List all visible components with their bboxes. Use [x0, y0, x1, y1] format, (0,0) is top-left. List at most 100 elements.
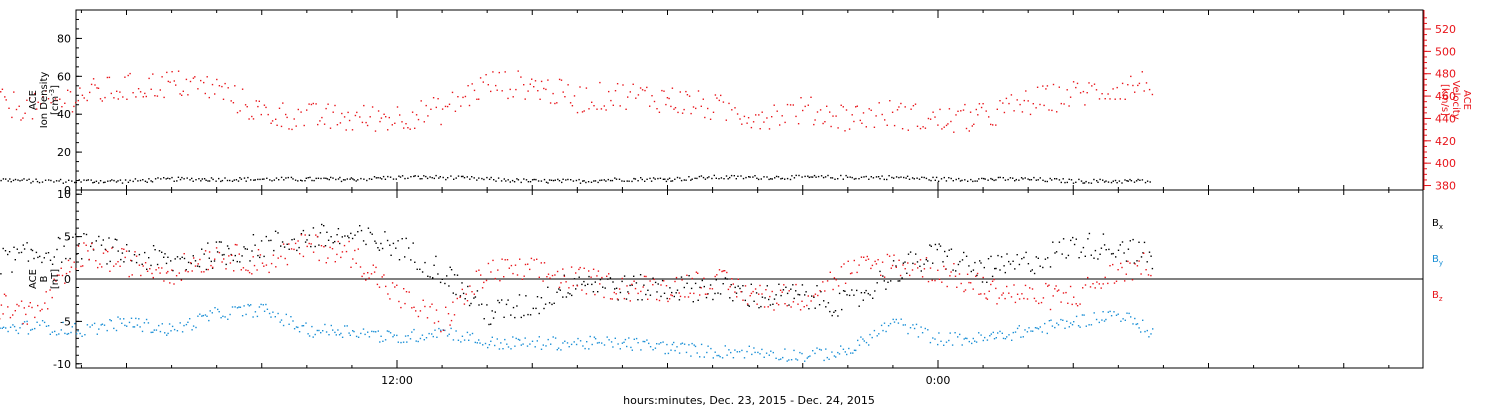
- by-point: [883, 322, 886, 324]
- velocity-point: [495, 84, 497, 87]
- bz-point: [459, 296, 461, 298]
- velocity-point: [901, 128, 904, 130]
- density-point: [740, 175, 742, 177]
- by-point: [517, 338, 520, 341]
- velocity-point: [192, 77, 195, 79]
- bz-point: [1113, 282, 1116, 284]
- by-point: [440, 329, 442, 331]
- bz-point: [1134, 263, 1136, 265]
- density-point: [17, 179, 19, 181]
- velocity-point: [845, 109, 848, 111]
- bz-point: [883, 276, 886, 278]
- bx-point: [69, 257, 71, 260]
- density-point: [507, 179, 509, 181]
- by-point: [726, 354, 728, 356]
- by-point: [66, 333, 68, 335]
- bz-point: [1049, 308, 1052, 311]
- by-point: [388, 330, 390, 333]
- bz-point: [58, 274, 60, 276]
- bz-point: [261, 262, 264, 264]
- bz-point: [840, 266, 843, 268]
- by-point: [27, 333, 30, 335]
- velocity-point: [127, 74, 129, 77]
- density-point: [429, 176, 431, 178]
- velocity-point: [786, 103, 789, 106]
- bz-point: [606, 275, 608, 277]
- velocity-point: [596, 108, 598, 110]
- by-point: [624, 338, 627, 341]
- density-point: [665, 180, 668, 183]
- density-point: [676, 176, 679, 179]
- velocity-point: [826, 105, 828, 107]
- bz-point: [83, 242, 85, 244]
- by-point: [282, 324, 285, 327]
- density-point: [330, 176, 332, 179]
- density-point: [1093, 178, 1095, 181]
- bz-point: [621, 277, 623, 280]
- bx-point: [663, 292, 666, 294]
- velocity-point: [1042, 85, 1044, 87]
- bx-point: [538, 312, 540, 315]
- bz-point: [835, 279, 837, 281]
- bx-point: [251, 250, 253, 252]
- bx-point: [1099, 253, 1101, 255]
- bx-point: [310, 245, 312, 248]
- bz-point: [699, 294, 701, 296]
- density-point: [357, 179, 359, 181]
- velocity-point: [692, 106, 695, 108]
- x-tick-label: 12:00: [381, 374, 413, 387]
- velocity-point: [955, 114, 957, 116]
- density-point: [865, 175, 867, 178]
- bz-point: [706, 293, 708, 295]
- top-panel-marks: [0, 70, 1154, 184]
- by-point: [227, 318, 229, 320]
- density-point: [727, 178, 729, 180]
- bz-point: [413, 306, 415, 308]
- by-point: [192, 325, 195, 327]
- velocity-point: [722, 101, 725, 103]
- bz-point: [223, 258, 225, 260]
- density-point: [509, 181, 511, 183]
- by-point: [579, 340, 582, 342]
- velocity-point: [830, 125, 832, 128]
- density-point: [195, 179, 197, 181]
- bz-point: [592, 268, 595, 270]
- velocity-point: [950, 120, 952, 123]
- x-tick-label: 0:00: [926, 374, 951, 387]
- density-point: [254, 179, 256, 181]
- density-point: [460, 175, 463, 178]
- bx-point: [558, 288, 560, 290]
- bz-point: [904, 268, 906, 270]
- bx-point: [234, 254, 236, 257]
- bz-point: [749, 295, 751, 297]
- by-point: [202, 314, 204, 317]
- bz-point: [453, 314, 456, 316]
- velocity-point: [189, 80, 192, 83]
- density-point: [925, 177, 928, 180]
- density-point: [691, 178, 693, 180]
- top-left-tick-label: 20: [57, 146, 71, 159]
- bx-point: [359, 225, 361, 227]
- velocity-point: [34, 92, 36, 95]
- bz-point: [1094, 287, 1096, 289]
- bz-point: [187, 271, 189, 273]
- density-point: [730, 174, 733, 177]
- velocity-point: [241, 88, 244, 90]
- bz-point: [543, 262, 546, 264]
- velocity-point: [181, 94, 183, 96]
- density-point: [58, 180, 60, 182]
- density-point: [113, 179, 115, 182]
- density-point: [640, 177, 642, 179]
- bx-point: [296, 249, 298, 252]
- density-point: [371, 178, 373, 180]
- bz-point: [131, 274, 133, 276]
- bx-point: [851, 289, 853, 291]
- by-point: [214, 307, 216, 309]
- velocity-point: [239, 110, 241, 112]
- bz-point: [847, 260, 849, 262]
- bz-point: [576, 285, 579, 287]
- bx-point: [179, 258, 181, 260]
- velocity-point: [20, 119, 22, 121]
- bz-point: [28, 305, 30, 307]
